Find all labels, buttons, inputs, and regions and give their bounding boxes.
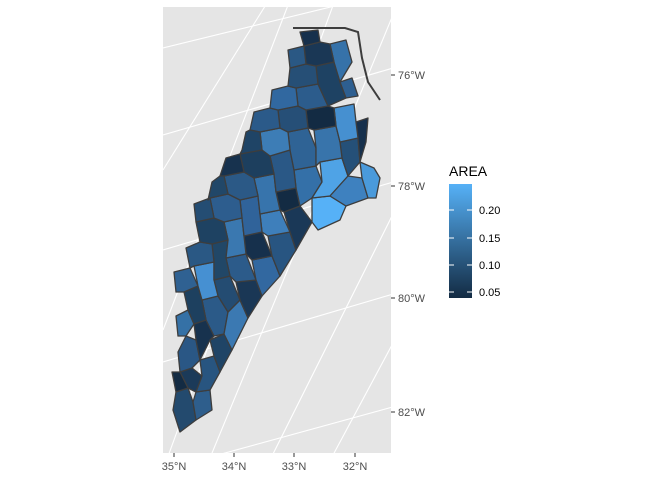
- region: [329, 175, 369, 207]
- x-tick-label: 35°N: [162, 461, 187, 473]
- region: [259, 127, 291, 157]
- legend-colorbar: [449, 184, 472, 298]
- legend-label: 0.05: [479, 287, 500, 299]
- x-tick-label: 33°N: [282, 461, 307, 473]
- region: [283, 205, 313, 251]
- region: [303, 41, 335, 67]
- y-tick-label: 80°W: [398, 293, 426, 305]
- region: [207, 175, 229, 201]
- region: [287, 45, 307, 69]
- legend-label: 0.10: [479, 260, 500, 272]
- x-tick-label: 34°N: [222, 461, 247, 473]
- x-tick-label: 32°N: [343, 461, 368, 473]
- legend-title: AREA: [449, 163, 488, 179]
- region: [173, 267, 199, 293]
- legend-label: 0.20: [479, 205, 500, 217]
- legend: AREA 0.20 0.15 0.10 0.05: [449, 163, 500, 299]
- coastline: [293, 27, 381, 101]
- region: [269, 85, 299, 111]
- region: [277, 105, 309, 133]
- x-axis: 35°N 34°N 33°N 32°N: [162, 453, 368, 473]
- y-tick-label: 82°W: [398, 407, 426, 419]
- region: [249, 107, 281, 133]
- region: [339, 77, 359, 99]
- legend-label: 0.15: [479, 233, 500, 245]
- y-tick-label: 78°W: [398, 181, 426, 193]
- y-axis: 76°W 78°W 80°W 82°W: [391, 70, 426, 419]
- y-tick-label: 76°W: [398, 70, 426, 82]
- regions: [171, 29, 381, 433]
- region: [299, 29, 321, 47]
